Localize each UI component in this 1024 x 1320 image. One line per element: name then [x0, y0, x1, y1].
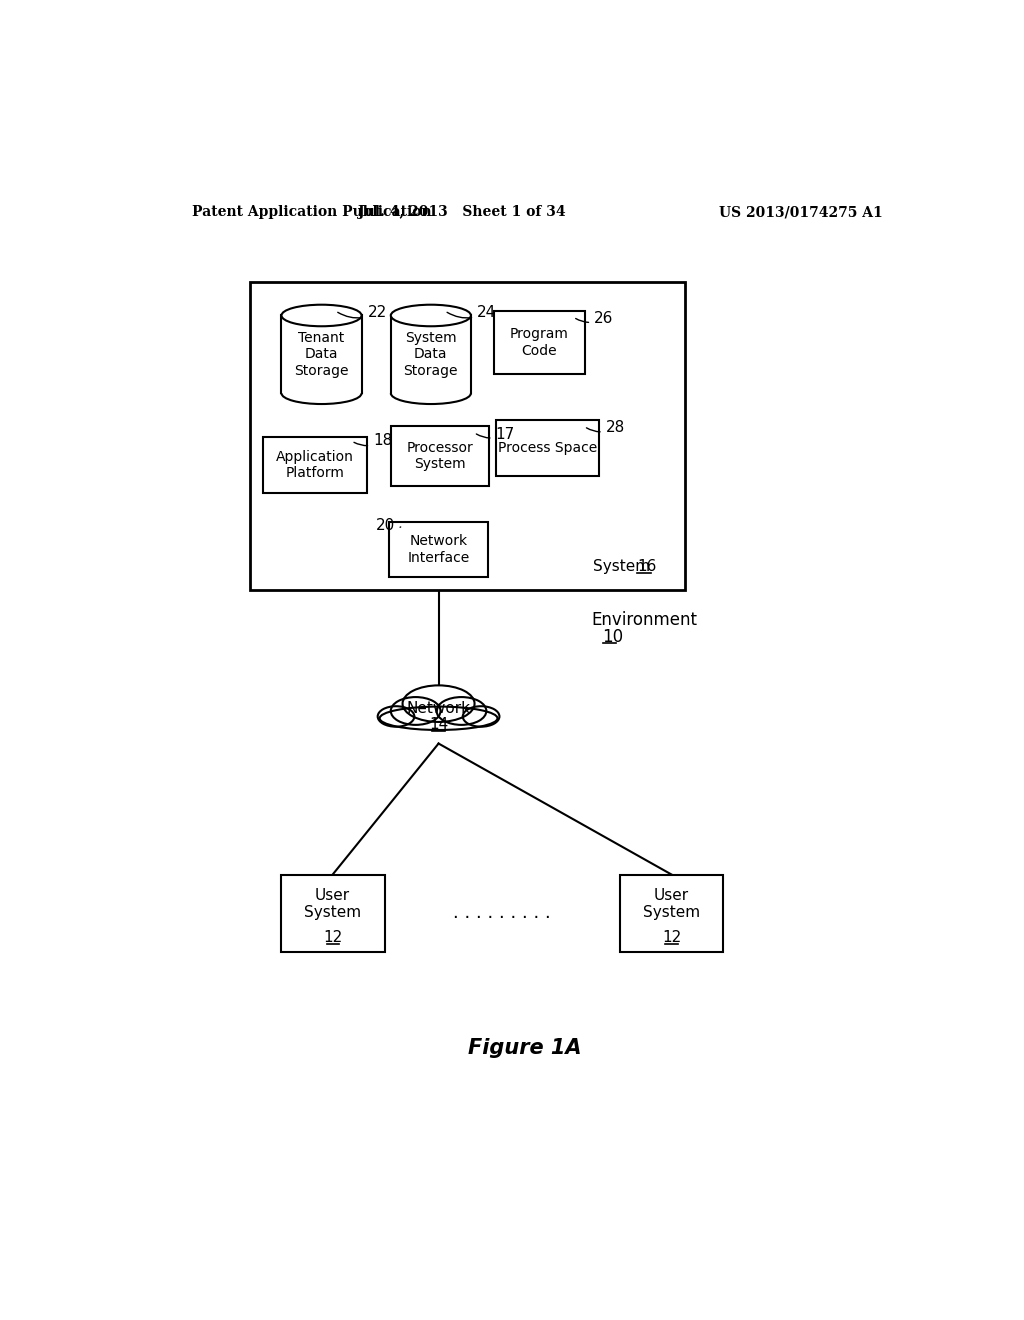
- Text: US 2013/0174275 A1: US 2013/0174275 A1: [719, 206, 883, 219]
- Ellipse shape: [391, 697, 440, 725]
- Ellipse shape: [436, 697, 486, 725]
- Ellipse shape: [463, 706, 500, 727]
- Bar: [282, 315, 361, 393]
- Text: 26: 26: [575, 312, 613, 326]
- Ellipse shape: [380, 706, 498, 730]
- Text: Process Space: Process Space: [498, 441, 597, 455]
- Text: 14: 14: [429, 717, 449, 731]
- Ellipse shape: [391, 305, 471, 326]
- Bar: [389, 521, 487, 577]
- Bar: [263, 437, 367, 492]
- Text: User
System: User System: [304, 887, 361, 920]
- Text: Patent Application Publication: Patent Application Publication: [193, 206, 432, 219]
- Bar: [391, 426, 489, 487]
- Text: System
Data
Storage: System Data Storage: [403, 331, 458, 378]
- Text: 10: 10: [602, 628, 624, 647]
- Text: Environment: Environment: [591, 611, 697, 630]
- Text: Network: Network: [407, 701, 471, 717]
- Text: 17: 17: [476, 426, 515, 442]
- Ellipse shape: [282, 305, 361, 326]
- Text: . . . . . . . . .: . . . . . . . . .: [454, 904, 551, 921]
- Text: 12: 12: [662, 931, 681, 945]
- Bar: [496, 420, 599, 475]
- Text: Tenant
Data
Storage: Tenant Data Storage: [294, 331, 349, 378]
- Text: 16: 16: [637, 558, 656, 574]
- Bar: [281, 874, 385, 952]
- Bar: [250, 281, 685, 590]
- Text: 24: 24: [447, 305, 497, 319]
- Bar: [620, 874, 724, 952]
- Text: 28: 28: [587, 420, 625, 436]
- Text: 12: 12: [323, 931, 342, 945]
- Text: 22: 22: [338, 305, 387, 319]
- Ellipse shape: [402, 685, 474, 722]
- Bar: [391, 315, 471, 393]
- Text: System: System: [593, 558, 654, 574]
- Text: Application
Platform: Application Platform: [276, 450, 354, 480]
- Ellipse shape: [378, 706, 415, 727]
- Text: Processor
System: Processor System: [407, 441, 473, 471]
- Text: User
System: User System: [643, 887, 700, 920]
- Text: 20: 20: [376, 519, 400, 533]
- Text: Network
Interface: Network Interface: [408, 535, 470, 565]
- Text: 18: 18: [354, 433, 392, 449]
- Text: Jul. 4, 2013   Sheet 1 of 34: Jul. 4, 2013 Sheet 1 of 34: [357, 206, 565, 219]
- Text: Figure 1A: Figure 1A: [468, 1038, 582, 1057]
- Bar: [494, 312, 585, 374]
- Text: Program
Code: Program Code: [510, 327, 569, 358]
